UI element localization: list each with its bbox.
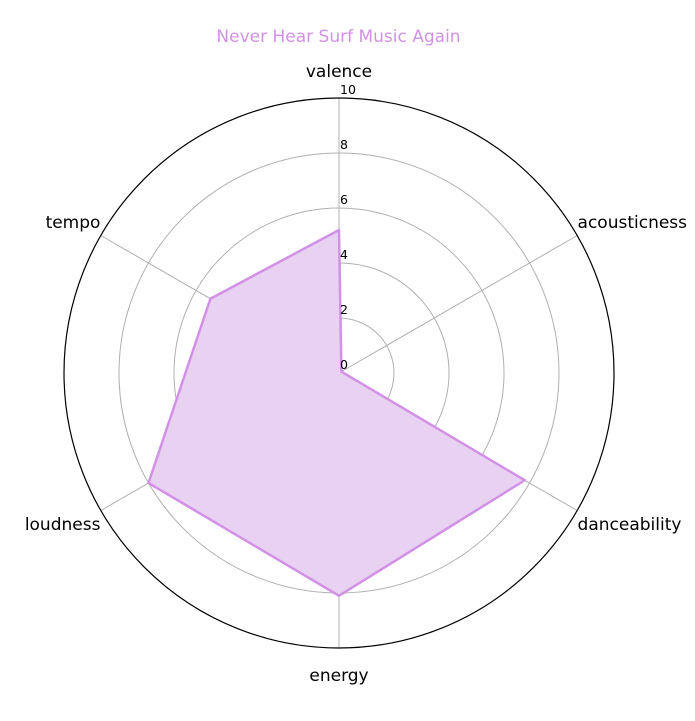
series-layer — [147, 228, 527, 597]
axis-label-tempo: tempo — [46, 213, 101, 233]
radial-tick-label: 0 — [340, 357, 348, 372]
chart-title: Never Hear Surf Music Again — [216, 27, 461, 47]
series-line — [147, 228, 527, 597]
radial-tick-label: 6 — [340, 192, 348, 207]
radial-tick-label: 4 — [340, 247, 348, 262]
axis-label-valence: valence — [306, 62, 372, 82]
series-area — [148, 230, 525, 596]
frame-layer — [63, 97, 615, 649]
spoke-line — [338, 235, 578, 374]
axis-label-acousticness: acousticness — [578, 213, 688, 233]
axis-label-energy: energy — [309, 666, 368, 686]
radial-tick-label: 10 — [340, 82, 356, 97]
radial-tick-label: 8 — [340, 137, 348, 152]
axis-label-danceability: danceability — [578, 515, 682, 535]
axis-label-loudness: loudness — [25, 515, 101, 535]
polar-frame — [63, 97, 615, 649]
radial-tick-label: 2 — [340, 302, 348, 317]
